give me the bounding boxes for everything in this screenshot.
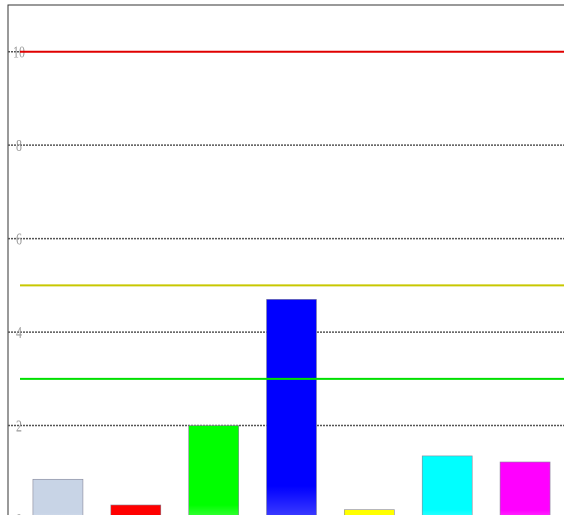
bar [499, 461, 551, 515]
y-tick-label: 8 [16, 137, 22, 156]
bar [344, 509, 395, 515]
bar [110, 504, 162, 515]
y-tick-label: 6 [16, 231, 22, 250]
bar [266, 299, 317, 515]
y-tick-label: 0 [16, 511, 22, 515]
bar [421, 455, 473, 515]
y-tick-label: 2 [16, 418, 22, 437]
bar [32, 478, 84, 515]
y-tick-label: 4 [16, 324, 22, 343]
y-tick-label: 10 [13, 44, 25, 63]
bar [188, 425, 239, 515]
